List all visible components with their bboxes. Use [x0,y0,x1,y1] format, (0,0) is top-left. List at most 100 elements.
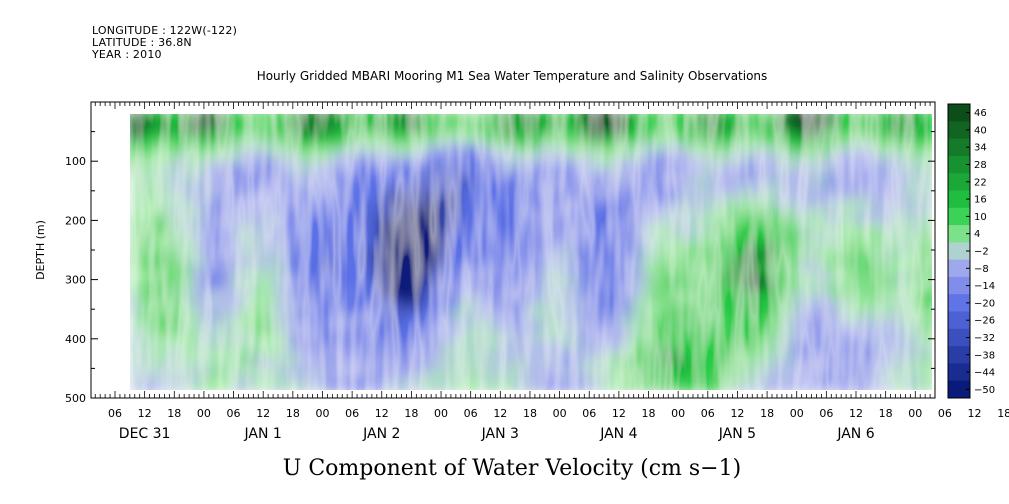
field-cell [149,368,157,376]
field-cell [589,173,596,181]
field-cell [391,137,399,145]
field-cell [619,125,626,134]
field-cell [293,161,300,169]
field-cell [396,167,404,175]
field-cell [441,149,448,157]
field-cell [337,386,344,390]
field-cell [456,255,463,264]
field-cell [554,220,562,228]
field-cell [223,374,231,382]
field-cell [589,261,596,270]
field-cell [549,344,557,353]
field-cell [564,309,572,317]
field-cell [194,344,201,353]
field-cell [367,179,374,187]
field-cell [411,238,418,246]
field-cell [293,114,300,122]
field-cell [406,309,413,317]
field-cell [174,362,181,370]
field-cell [614,255,621,264]
field-cell [421,173,428,181]
field-cell [540,155,547,163]
field-cell [490,167,497,175]
field-cell [139,179,147,187]
field-cell [223,220,231,228]
field-cell [169,232,176,240]
field-cell [545,362,552,370]
field-cell [609,226,616,234]
field-cell [574,285,581,293]
field-cell [154,149,162,157]
field-cell [347,344,354,353]
field-cell [322,285,330,293]
field-cell [337,137,344,145]
field-cell [179,137,186,145]
field-cell [347,338,354,347]
field-cell [302,315,310,323]
field-cell [545,114,552,122]
field-cell [347,297,354,305]
field-cell [288,232,295,240]
field-cell [278,374,285,382]
field-cell [549,303,557,311]
field-cell [391,332,399,341]
field-cell [238,244,246,252]
field-cell [609,131,616,139]
field-cell [604,179,611,187]
field-cell [436,179,443,187]
field-cell [302,149,310,157]
field-cell [446,226,453,234]
field-cell [465,380,473,388]
field-cell [322,155,330,163]
field-cell [396,226,404,234]
field-cell [243,226,250,234]
field-cell [223,255,231,264]
field-cell [298,214,305,222]
field-cell [406,273,413,282]
field-cell [154,332,162,341]
field-cell [426,238,433,246]
field-cell [584,125,591,134]
field-cell [401,344,409,353]
field-cell [179,315,186,323]
field-cell [199,315,206,323]
field-cell [194,155,201,163]
field-cell [273,297,280,305]
field-cell [411,321,418,329]
field-cell [204,226,211,234]
field-cell [149,155,157,163]
field-cell [317,285,325,293]
field-cell [604,143,611,151]
field-cell [268,356,275,364]
field-cell [520,149,527,157]
field-cell [609,250,616,258]
field-cell [199,244,206,252]
field-cell [406,321,413,329]
field-cell [386,285,394,293]
field-cell [159,321,166,329]
field-cell [535,374,542,382]
field-cell [337,119,344,128]
field-cell [189,202,196,210]
field-cell [545,161,552,169]
field-cell [307,303,315,311]
field-cell [377,327,384,335]
field-cell [159,143,166,151]
field-cell [535,273,542,282]
field-cell [391,374,399,382]
field-cell [465,344,473,353]
field-cell [367,238,374,246]
field-cell [139,350,147,358]
field-cell [451,250,458,258]
field-cell [322,196,330,205]
field-cell [302,344,310,353]
field-cell [530,273,537,282]
field-cell [253,208,260,216]
field-cell [569,161,577,169]
field-cell [594,232,601,240]
field-cell [480,368,488,376]
field-cell [638,196,646,205]
field-cell [628,297,636,305]
field-cell [549,279,557,287]
field-cell [505,167,512,175]
